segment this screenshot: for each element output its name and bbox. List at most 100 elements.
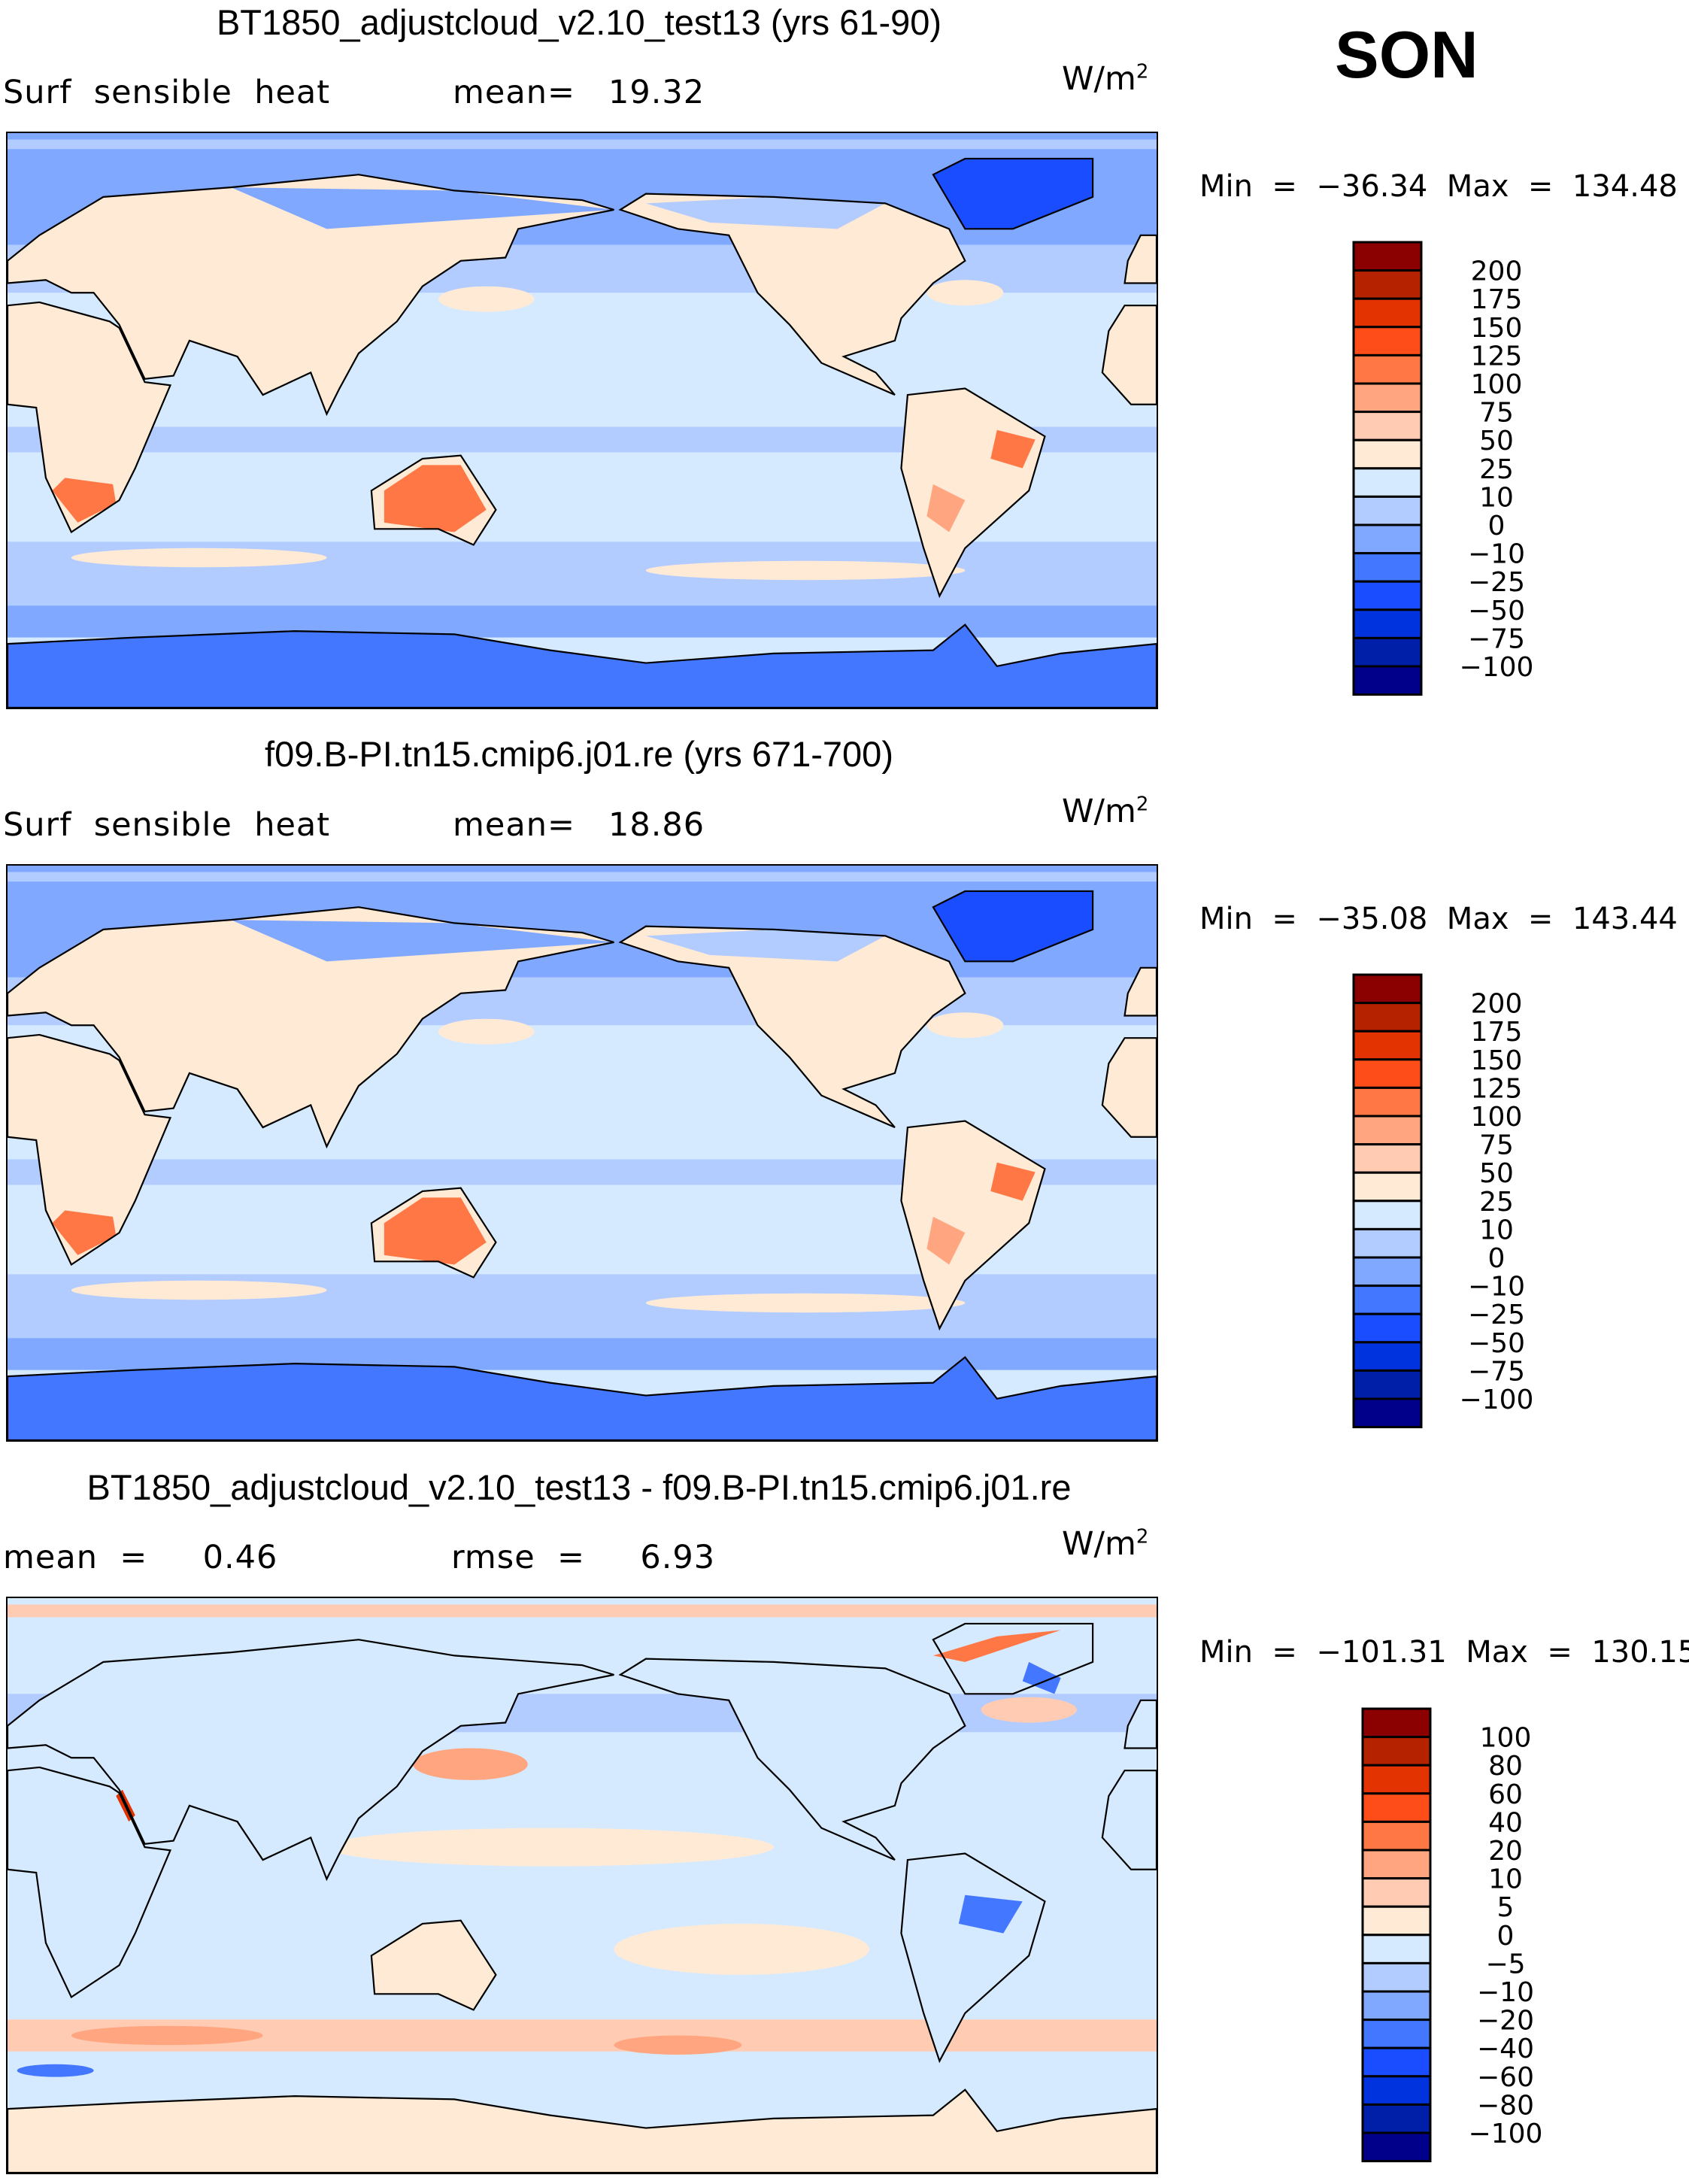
colorbar-swatch — [1352, 1058, 1423, 1089]
land-fill-australia — [371, 1920, 496, 2010]
colorbar-label: 175 — [1471, 1017, 1523, 1048]
south-africa-warm — [52, 478, 117, 523]
panel2-title: f09.B-PI.tn15.cmip6.j01.re (yrs 671-700) — [265, 734, 893, 774]
colorbar-label: 200 — [1471, 256, 1523, 287]
colorbar-swatch — [1361, 1792, 1432, 1823]
colorbar-swatch — [1361, 1764, 1432, 1795]
land-fill-africaW — [1102, 305, 1157, 405]
panel2-units: W/m2 — [1062, 793, 1148, 830]
colorbar-swatch — [1352, 608, 1423, 639]
colorbar-label: 10 — [1488, 1864, 1523, 1895]
land-fill-greenland — [932, 158, 1093, 229]
colorbar-label: −75 — [1468, 1356, 1525, 1387]
panel3-minmax: Min = −101.31 Max = 130.15 — [1199, 1635, 1689, 1670]
canada-cold — [645, 196, 886, 229]
colorbar-label: −100 — [1460, 1385, 1534, 1415]
colorbar-swatch — [1361, 1820, 1432, 1852]
colorbar-label: 40 — [1488, 1807, 1523, 1838]
colorbar-swatch — [1361, 2046, 1432, 2078]
colorbar-swatch — [1361, 2103, 1432, 2134]
subpolar-band — [8, 605, 1157, 638]
coastline-africaW — [1102, 1038, 1157, 1137]
colorbar-swatch — [1352, 1256, 1423, 1288]
colorbar-label: 0 — [1488, 511, 1506, 541]
colorbar-swatch — [1352, 1312, 1423, 1344]
land-fill-eurasia — [8, 907, 614, 1147]
colorbar-swatch — [1352, 241, 1423, 272]
colorbar-swatch — [1352, 1227, 1423, 1259]
colorbar-label: −25 — [1468, 567, 1525, 598]
coastline-africa — [8, 1767, 170, 1997]
southern-patch — [71, 548, 327, 568]
colorbar-label: 25 — [1479, 1187, 1514, 1218]
siberia-cold — [231, 920, 614, 962]
colorbar-swatch — [1352, 438, 1423, 470]
amazon-cool — [958, 1894, 1023, 1934]
kuroshio-patch — [438, 1018, 535, 1045]
colorbar-swatch — [1361, 1849, 1432, 1880]
colorbar-label: −75 — [1468, 623, 1525, 654]
southern-ocean-cool — [8, 2061, 1157, 2084]
colorbar-swatch — [1361, 1961, 1432, 1993]
land-fill-africa — [8, 302, 171, 532]
gulfstream-patch — [926, 1012, 1004, 1039]
polar-strip — [8, 139, 1157, 150]
colorbar-label: −50 — [1468, 1328, 1525, 1359]
arctic-warm — [932, 1630, 1061, 1662]
panel3-rmse-label: rmse = 6.93 — [451, 1539, 716, 1576]
coastline-africa — [8, 302, 170, 532]
panel1-title: BT1850_adjustcloud_v2.10_test13 (yrs 61-… — [216, 2, 942, 42]
southern-patch — [71, 1280, 327, 1300]
land-fill-eurasia — [8, 1640, 614, 1879]
land-fill-europeW — [1124, 235, 1157, 284]
colorbar-label: −40 — [1477, 2034, 1534, 2064]
subpolar-band — [8, 1338, 1157, 1370]
panel1-variable-label: Surf sensible heat — [3, 74, 331, 111]
colorbar-label: −80 — [1477, 2090, 1534, 2121]
coastline-samerica — [901, 389, 1045, 596]
colorbar-swatch — [1352, 1341, 1423, 1372]
colorbar-label: 150 — [1471, 1045, 1523, 1076]
coastline-eurasia — [8, 1640, 614, 1879]
colorbar-swatch — [1352, 326, 1423, 356]
unit-exp: 2 — [1136, 60, 1149, 83]
land-fill-antarctica — [8, 1357, 1157, 1440]
unit-base: W/m — [1062, 793, 1136, 830]
coastline-antarctica — [8, 1357, 1157, 1440]
colorbar-label: −5 — [1485, 1949, 1525, 1979]
colorbar-swatch — [1352, 973, 1423, 1005]
colorbar-label: 100 — [1480, 1723, 1532, 1754]
colorbar-swatch — [1352, 665, 1423, 696]
panel2-variable-label: Surf sensible heat — [3, 806, 331, 844]
coastline-samerica — [901, 1121, 1045, 1329]
colorbar-label: 125 — [1471, 1073, 1523, 1104]
coastline-australia — [371, 456, 496, 545]
land-fill-greenland — [932, 890, 1093, 962]
coastline-africaW — [1102, 305, 1157, 405]
colorbar-swatch — [1352, 1115, 1423, 1146]
coastline-samerica — [901, 1854, 1045, 2061]
polar-strip — [8, 872, 1157, 882]
land-fill-africaW — [1102, 1770, 1157, 1870]
colorbar-swatch — [1352, 1171, 1423, 1203]
coastline-europeW — [1125, 1700, 1157, 1749]
colorbar-swatch — [1352, 1143, 1423, 1174]
brazil-warm — [990, 1162, 1036, 1201]
colorbar-label: −100 — [1469, 2119, 1543, 2149]
brazil-warm — [990, 429, 1036, 469]
panel3-title: BT1850_adjustcloud_v2.10_test13 - f09.B-… — [86, 1467, 1072, 1507]
panel3-units: W/m2 — [1062, 1525, 1148, 1563]
colorbar-swatch — [1361, 2019, 1432, 2049]
pacific-warm — [614, 1923, 869, 1975]
coastline-namerica — [620, 927, 965, 1127]
colorbar-label: 150 — [1471, 313, 1523, 344]
colorbar-label: −10 — [1468, 539, 1525, 570]
land-fill-eurasia — [8, 174, 614, 414]
colorbar-swatch — [1352, 580, 1423, 611]
colorbar-label: 0 — [1497, 1921, 1515, 1952]
colorbar-swatch — [1352, 523, 1423, 555]
colorbar-label: 50 — [1479, 426, 1514, 457]
